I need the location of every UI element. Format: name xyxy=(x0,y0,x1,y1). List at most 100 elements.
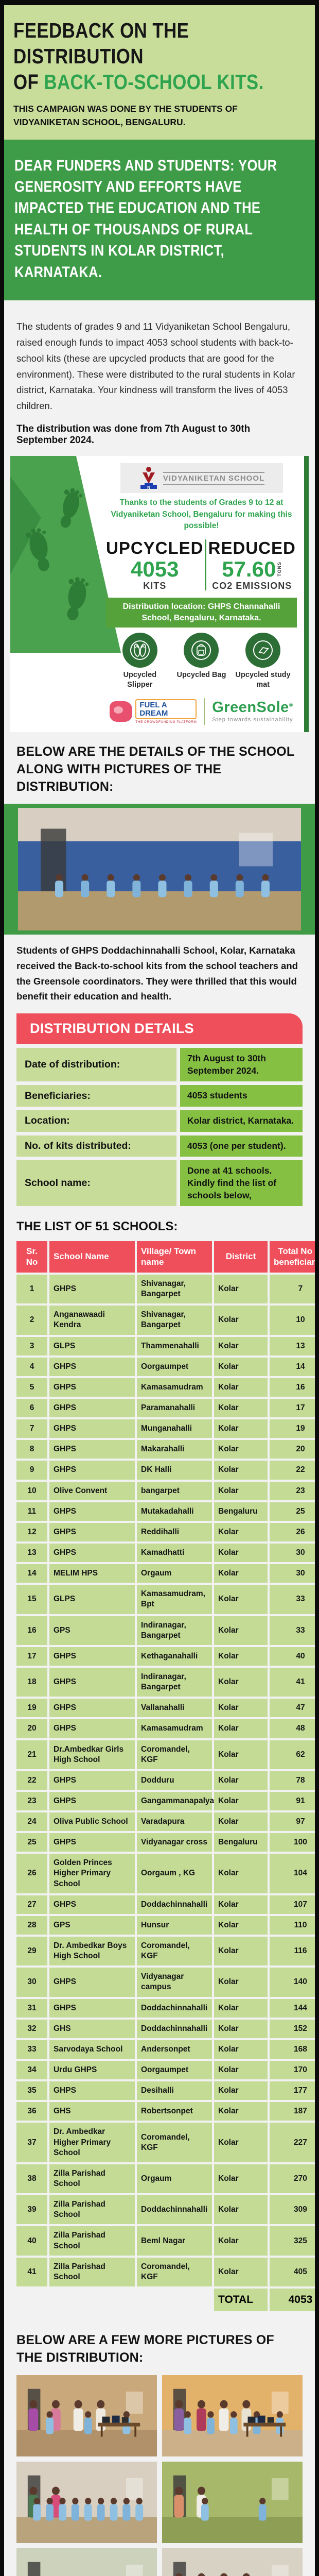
school-row-village: Makarahalli xyxy=(137,1440,212,1459)
school-row-village: Kamadhatti xyxy=(137,1543,212,1563)
details-value: 4053 students xyxy=(180,1085,303,1107)
school-row-name: GPS xyxy=(49,1616,135,1645)
school-row-name: GHS xyxy=(49,2102,135,2121)
school-row-beneficiaries: 41 xyxy=(270,1667,315,1697)
school-row-village: Thammenahalli xyxy=(137,1336,212,1355)
school-row-district: Kolar xyxy=(214,2040,268,2059)
title-line2-prefix: OF xyxy=(13,70,44,94)
school-row-district: Kolar xyxy=(214,1440,268,1459)
school-row-name: Dr.Ambedkar Girls High School xyxy=(49,1740,135,1769)
school-row-srno: 20 xyxy=(16,1719,47,1738)
school-row-district: Kolar xyxy=(214,2081,268,2100)
schools-list-heading: THE LIST OF 51 SCHOOLS: xyxy=(16,1219,178,1234)
school-row-village: Doddachinnahalli xyxy=(137,2195,212,2225)
school-row-beneficiaries: 78 xyxy=(270,1771,315,1790)
school-row-srno: 14 xyxy=(16,1564,47,1583)
school-row-district: Kolar xyxy=(214,1812,268,1832)
gallery-photo-yellow-shirt-handover xyxy=(162,2548,303,2576)
distribution-details-header: DISTRIBUTION DETAILS xyxy=(16,1013,303,1044)
kit-item-slipper: Upcycled Slipper xyxy=(112,634,168,690)
school-row-village: Kamasamudram xyxy=(137,1719,212,1738)
school-row-beneficiaries: 47 xyxy=(270,1699,315,1718)
school-row-village: Munganahalli xyxy=(137,1419,212,1438)
school-row-village: Coromandel, KGF xyxy=(137,2123,212,2162)
school-row-beneficiaries: 140 xyxy=(270,1968,315,1997)
school-row-beneficiaries: 152 xyxy=(270,2019,315,2038)
school-row-srno: 25 xyxy=(16,1833,47,1852)
school-row-village: Coromandel, KGF xyxy=(137,2257,212,2286)
school-row-name: GHPS xyxy=(49,1833,135,1852)
school-row-village: Beml Nagar xyxy=(137,2226,212,2256)
fuel-a-dream-tagline: THE CROWDFUNDING PLATFORM xyxy=(135,720,197,724)
vidyaniketan-emblem-icon: N xyxy=(140,467,157,490)
school-row-district: Kolar xyxy=(214,1968,268,1997)
details-label: No. of kits distributed: xyxy=(16,1135,176,1157)
school-row-district: Kolar xyxy=(214,1306,268,1335)
school-row-village: Desihalli xyxy=(137,2081,212,2100)
school-row-beneficiaries: 270 xyxy=(270,2164,315,2194)
school-row-srno: 15 xyxy=(16,1585,47,1614)
school-row-district: Kolar xyxy=(214,1854,268,1893)
vidyaniketan-logo: N VIDYANIKETAN SCHOOL xyxy=(120,463,283,494)
greensole-tagline: Step towards sustainability xyxy=(212,717,293,723)
reduced-title: REDUCED xyxy=(208,538,296,557)
school-row-name: GHPS xyxy=(49,1667,135,1697)
school-row-srno: 40 xyxy=(16,2226,47,2256)
details-section-heading: BELOW ARE THE DETAILS OF THE SCHOOL ALON… xyxy=(16,744,294,794)
school-row-srno: 9 xyxy=(16,1461,47,1480)
school-row-beneficiaries: 30 xyxy=(270,1564,315,1583)
school-row-srno: 4 xyxy=(16,1357,47,1376)
campaign-subtitle: THIS CAMPAIGN WAS DONE BY THE STUDENTS O… xyxy=(13,104,238,128)
impact-certificate: N VIDYANIKETAN SCHOOL Thanks to the stud… xyxy=(10,456,309,733)
upcycled-value: 4053 xyxy=(131,556,179,581)
school-row-beneficiaries: 405 xyxy=(270,2257,315,2286)
school-row-srno: 16 xyxy=(16,1616,47,1645)
school-row-village: Indiranagar, Bangarpet xyxy=(137,1616,212,1645)
school-row-name: GLPS xyxy=(49,1585,135,1614)
school-row-village: Kamasamudram xyxy=(137,1378,212,1397)
reduced-unit: CO2 EMISSIONS xyxy=(212,580,292,591)
schools-total-label: TOTAL xyxy=(214,2289,268,2311)
school-row-beneficiaries: 7 xyxy=(270,1274,315,1304)
school-row-village: Gangammanapalya xyxy=(137,1791,214,1811)
school-row-district: Kolar xyxy=(214,1916,268,1935)
details-value: 4053 (one per student). xyxy=(180,1135,303,1157)
school-row-district: Kolar xyxy=(214,1564,268,1583)
stats-divider xyxy=(204,539,206,590)
school-row-beneficiaries: 116 xyxy=(270,1937,315,1966)
school-row-beneficiaries: 62 xyxy=(270,1740,315,1769)
school-row-srno: 5 xyxy=(16,1378,47,1397)
school-row-name: Dr. Ambedkar Higher Primary School xyxy=(49,2123,135,2162)
details-label: Location: xyxy=(16,1110,176,1132)
school-row-district: Kolar xyxy=(214,1771,268,1790)
school-row-district: Kolar xyxy=(214,1791,268,1811)
school-row-beneficiaries: 168 xyxy=(270,2040,315,2059)
school-row-name: GHPS xyxy=(49,1461,135,1480)
svg-text:N: N xyxy=(147,485,150,490)
school-row-district: Bengaluru xyxy=(214,1502,268,1521)
schools-col-header: District xyxy=(214,1241,268,1273)
school-row-name: GHPS xyxy=(49,1719,135,1738)
kit-items: Upcycled Slipper Upcycled Bag xyxy=(106,634,297,690)
school-row-district: Kolar xyxy=(214,1647,268,1666)
school-row-district: Kolar xyxy=(214,1616,268,1645)
school-row-beneficiaries: 104 xyxy=(270,1854,315,1893)
school-row-name: GHS xyxy=(49,2019,135,2038)
mat-icon xyxy=(246,634,280,667)
main-photo-band xyxy=(4,804,315,935)
school-row-beneficiaries: 33 xyxy=(270,1585,315,1614)
school-row-srno: 3 xyxy=(16,1336,47,1355)
partner-divider xyxy=(204,698,205,725)
school-row-village: Vidyanagar cross xyxy=(137,1833,212,1852)
schools-table: Sr. No School Name Village/ Town name Distr… xyxy=(16,1241,315,2311)
school-row-village: Kamasamudram, Bpt xyxy=(137,1585,212,1614)
details-label: School name: xyxy=(16,1160,176,1207)
school-row-beneficiaries: 110 xyxy=(270,1916,315,1935)
school-row-name: GHPS xyxy=(49,1543,135,1563)
certificate-thanks-text: Thanks to the students of Grades 9 to 12… xyxy=(111,498,292,531)
school-row-name: Urdu GHPS xyxy=(49,2061,135,2080)
school-row-village: Robertsonpet xyxy=(137,2102,212,2121)
kit-item-mat: Upcycled study mat xyxy=(235,634,291,690)
partner-logos: FUEL A DREAM THE CROWDFUNDING PLATFORM G… xyxy=(106,698,297,725)
school-row-district: Kolar xyxy=(214,2061,268,2080)
